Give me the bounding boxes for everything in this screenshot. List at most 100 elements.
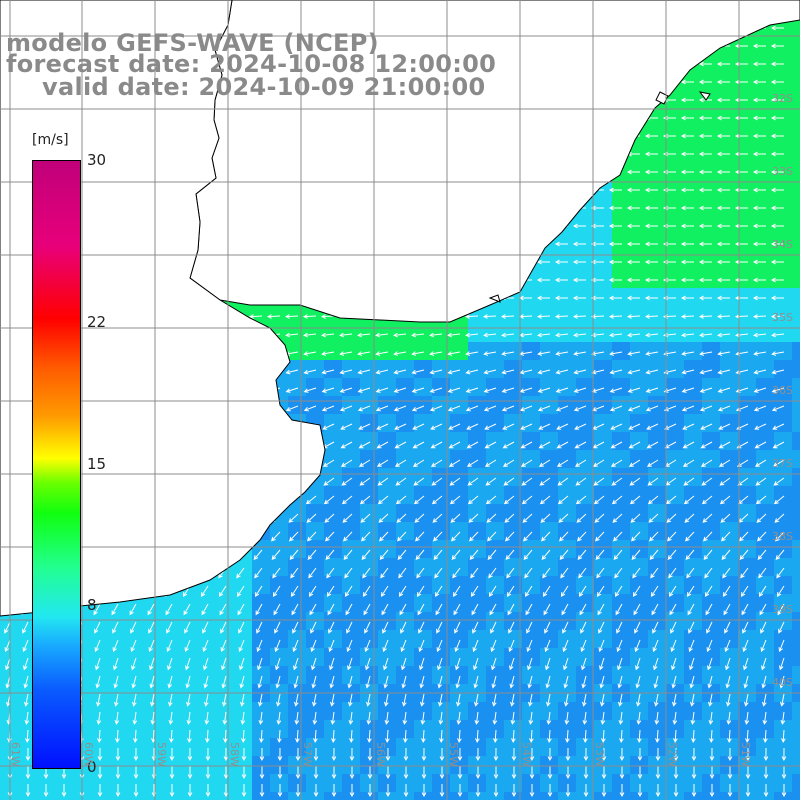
wind-field-cell: [522, 756, 540, 774]
wind-field-cell: [90, 702, 108, 720]
wind-field-cell: [756, 234, 774, 252]
wind-arrow: [752, 169, 766, 175]
wind-arrow: [527, 657, 533, 671]
wind-field-cell: [306, 486, 324, 504]
wind-field-cell: [216, 702, 234, 720]
wind-arrow: [277, 729, 282, 744]
wind-arrow: [343, 531, 353, 542]
wind-arrow: [397, 549, 407, 560]
wind-arrow: [543, 603, 551, 616]
wind-field-cell: [594, 378, 612, 396]
wind-arrow: [565, 747, 571, 762]
wind-field-cell: [450, 774, 468, 792]
wind-arrow: [339, 387, 353, 393]
wind-arrow: [504, 513, 515, 523]
wind-arrow: [454, 639, 461, 653]
wind-arrow: [330, 711, 336, 725]
wind-arrow: [451, 549, 461, 560]
wind-field-cell: [576, 306, 594, 324]
wind-field-cell: [684, 180, 702, 198]
wind-arrow: [303, 369, 317, 375]
wind-arrow: [680, 115, 694, 121]
wind-field-cell: [720, 324, 738, 342]
wind-field-cell: [756, 216, 774, 234]
wind-field-cell: [288, 576, 306, 594]
wind-field-cell: [558, 792, 576, 800]
wind-field-cell: [666, 756, 684, 774]
wind-arrow: [205, 784, 211, 798]
wind-field-cell: [684, 504, 702, 522]
wind-arrow: [366, 711, 372, 725]
wind-arrow: [644, 151, 658, 157]
wind-field-cell: [792, 144, 800, 162]
wind-field-cell: [666, 180, 684, 198]
wind-arrow: [349, 747, 355, 762]
wind-arrow: [274, 639, 281, 653]
wind-arrow: [375, 369, 389, 375]
wind-field-cell: [360, 450, 378, 468]
wind-field-cell: [252, 612, 270, 630]
wind-field-cell: [396, 702, 414, 720]
wind-arrow: [709, 784, 715, 798]
wind-arrow: [239, 657, 245, 671]
wind-arrow: [5, 657, 11, 671]
wind-arrow: [505, 531, 515, 542]
wind-field-cell: [180, 666, 198, 684]
wind-arrow: [509, 657, 515, 671]
wind-field-cell: [432, 576, 450, 594]
wind-arrow: [295, 729, 300, 744]
wind-field-cell: [414, 486, 432, 504]
wind-arrow: [401, 657, 407, 671]
wind-arrow: [115, 766, 121, 780]
wind-field-cell: [594, 504, 612, 522]
wind-arrow: [590, 277, 604, 283]
wind-arrow: [752, 61, 766, 67]
wind-arrow: [379, 531, 389, 542]
wind-arrow: [475, 747, 481, 762]
wind-arrow: [665, 495, 677, 505]
wind-field-cell: [684, 558, 702, 576]
wind-arrow: [538, 423, 551, 430]
wind-arrow: [575, 477, 587, 486]
wind-field-cell: [684, 486, 702, 504]
lon-label: 61W: [9, 742, 22, 767]
wind-arrow: [202, 639, 209, 653]
wind-arrow: [646, 423, 659, 430]
wind-arrow: [704, 585, 713, 597]
wind-field-cell: [702, 414, 720, 432]
wind-arrow: [691, 747, 697, 762]
wind-arrow: [486, 513, 497, 523]
wind-field-cell: [576, 234, 594, 252]
wind-arrow: [673, 784, 679, 798]
wind-field-cell: [612, 198, 630, 216]
wind-field-cell: [306, 612, 324, 630]
wind-arrow: [169, 766, 175, 780]
wind-arrow: [554, 241, 568, 247]
wind-field-cell: [684, 108, 702, 126]
wind-arrow: [482, 314, 497, 319]
wind-field-cell: [0, 666, 18, 684]
wind-field-cell: [324, 360, 342, 378]
wind-arrow: [546, 711, 552, 725]
wind-arrow: [400, 639, 407, 653]
wind-arrow: [537, 332, 551, 338]
wind-field-cell: [576, 288, 594, 306]
wind-field-cell: [684, 540, 702, 558]
wind-field-cell: [252, 558, 270, 576]
wind-arrow: [510, 711, 516, 725]
wind-field-cell: [702, 306, 720, 324]
wind-field-cell: [360, 576, 378, 594]
wind-field-cell: [666, 324, 684, 342]
wind-field-cell: [90, 666, 108, 684]
wind-field-cell: [0, 630, 18, 648]
wind-field-cell: [378, 414, 396, 432]
land: [0, 0, 800, 617]
wind-field-cell: [576, 378, 594, 396]
wind-arrow: [770, 314, 785, 319]
wind-arrow: [626, 259, 640, 265]
wind-arrow: [4, 621, 11, 634]
wind-arrow: [627, 405, 641, 412]
wind-field-cell: [216, 774, 234, 792]
wind-arrow: [752, 79, 766, 85]
wind-field-cell: [594, 198, 612, 216]
